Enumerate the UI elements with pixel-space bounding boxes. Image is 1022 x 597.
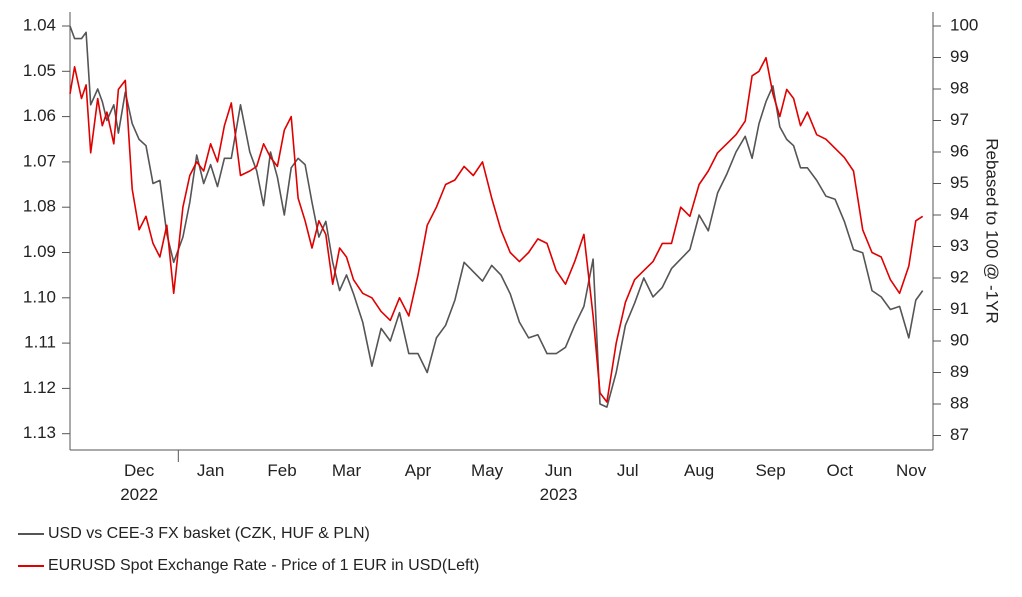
x-tick-label: Aug <box>684 461 714 480</box>
chart-legend: USD vs CEE-3 FX basket (CZK, HUF & PLN) … <box>18 518 479 582</box>
x-tick-label: Jul <box>617 461 639 480</box>
right-axis-ticks: 100 99 98 97 96 95 94 93 92 91 90 89 88 87 <box>933 15 978 444</box>
x-tick-label: Sep <box>755 461 785 480</box>
legend-label-cee3: USD vs CEE-3 FX basket (CZK, HUF & PLN) <box>48 525 370 542</box>
right-tick-label: 88 <box>950 393 969 412</box>
series-line-eurusd <box>69 56 924 403</box>
left-tick-label: 1.09 <box>23 242 56 261</box>
legend-item-cee3: USD vs CEE-3 FX basket (CZK, HUF & PLN) <box>18 518 479 550</box>
right-tick-label: 97 <box>950 110 969 129</box>
right-tick-label: 93 <box>950 236 969 255</box>
x-axis-ticks: Dec Jan Feb Mar Apr May Jun Jul Aug Sep Oct Nov 2022… <box>120 450 927 504</box>
legend-label-eurusd: EURUSD Spot Exchange Rate - Price of 1 E… <box>48 557 480 574</box>
left-tick-label: 1.04 <box>23 15 56 34</box>
left-tick-label: 1.12 <box>23 378 56 397</box>
right-tick-label: 90 <box>950 330 969 349</box>
right-tick-label: 95 <box>950 173 969 192</box>
right-tick-label: 92 <box>950 267 969 286</box>
legend-swatch-cee3 <box>18 533 44 535</box>
right-tick-label: 87 <box>950 425 969 444</box>
left-tick-label: 1.06 <box>23 106 56 125</box>
x-tick-label: Apr <box>405 461 432 480</box>
left-tick-label: 1.07 <box>23 151 56 170</box>
legend-item-eurusd: EURUSD Spot Exchange Rate - Price of 1 E… <box>18 550 479 582</box>
right-tick-label: 91 <box>950 299 969 318</box>
chart-axes <box>69 12 934 451</box>
left-tick-label: 1.10 <box>23 287 56 306</box>
right-tick-label: 100 <box>950 15 978 34</box>
x-tick-label: Mar <box>332 461 362 480</box>
x-year-label: 2022 <box>120 485 158 504</box>
right-tick-label: 98 <box>950 78 969 97</box>
series-line-cee3-basket <box>69 25 924 408</box>
left-tick-label: 1.11 <box>24 333 56 352</box>
left-tick-label: 1.13 <box>23 423 56 442</box>
x-year-label: 2023 <box>540 485 578 504</box>
legend-swatch-eurusd <box>18 565 44 567</box>
x-tick-label: Dec <box>124 461 155 480</box>
left-axis-ticks: 1.04 1.05 1.06 1.07 1.08 1.09 1.10 1.11 1.12 1.13 <box>23 15 70 442</box>
x-tick-label: May <box>471 461 504 480</box>
left-tick-label: 1.08 <box>23 197 56 216</box>
x-tick-label: Oct <box>826 461 853 480</box>
x-tick-label: Nov <box>896 461 927 480</box>
x-tick-label: Feb <box>267 461 296 480</box>
right-tick-label: 99 <box>950 47 969 66</box>
left-tick-label: 1.05 <box>23 61 56 80</box>
right-tick-label: 96 <box>950 141 969 160</box>
right-tick-label: 89 <box>950 362 969 381</box>
x-tick-label: Jun <box>545 461 572 480</box>
series-layer <box>69 25 924 408</box>
x-tick-label: Jan <box>197 461 224 480</box>
right-tick-label: 94 <box>950 204 969 223</box>
right-axis-title: Rebased to 100 @ -1YR <box>983 138 1002 323</box>
